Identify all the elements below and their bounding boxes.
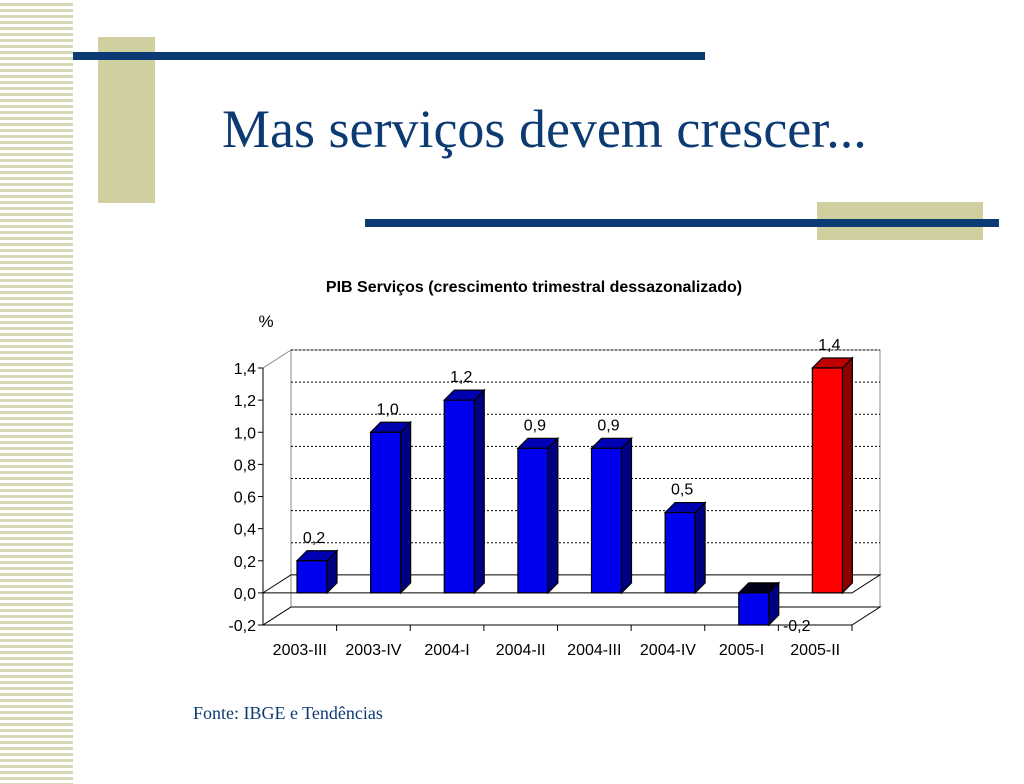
x-tick-label: 2003-IV	[345, 642, 401, 659]
zero-plane	[261, 574, 882, 594]
bar-front	[296, 560, 328, 594]
bar-2004-IV	[663, 501, 707, 595]
slide-title: Mas serviços devem crescer...	[222, 99, 867, 159]
bar-front	[370, 431, 402, 594]
x-tick-label: 2005-I	[719, 642, 764, 659]
x-tick-label: 2004-III	[567, 642, 621, 659]
y-tick-label: 0,2	[234, 554, 256, 571]
bar-front	[590, 447, 623, 594]
bar-side	[400, 420, 412, 595]
x-tick-label: 2005-II	[790, 642, 840, 659]
bar-2005-II	[810, 356, 854, 595]
bar-2003-IV	[369, 420, 413, 595]
bar-2003-III	[295, 549, 339, 595]
bar-front	[443, 399, 475, 594]
chart-title: PIB Serviços (crescimento trimestral des…	[326, 279, 742, 296]
value-label: 1,4	[818, 337, 840, 354]
bar-front	[811, 367, 843, 594]
value-label: 1,0	[377, 401, 399, 418]
bar-2004-II	[516, 436, 560, 595]
y-tick-label: 1,2	[234, 393, 256, 410]
bar-side	[620, 436, 633, 595]
y-tick-label: 0,0	[234, 586, 256, 603]
x-tick-label: 2004-II	[496, 642, 546, 659]
bar-2004-III	[590, 436, 633, 595]
x-tick-label: 2003-III	[273, 642, 327, 659]
y-tick-label: 0,4	[234, 522, 256, 539]
x-tick-label: 2004-IV	[640, 642, 696, 659]
y-tick-label: -0,2	[228, 618, 256, 635]
source-note: Fonte: IBGE e Tendências	[193, 703, 383, 723]
y-tick-label: 0,8	[234, 457, 256, 474]
striped-side-decoration	[0, 0, 73, 784]
y-axis-label: %	[258, 312, 273, 331]
value-label: 0,5	[671, 482, 693, 499]
bar-2005-I	[737, 581, 781, 627]
bar-side	[547, 436, 559, 595]
bar-front	[664, 511, 696, 594]
value-label: 1,2	[450, 369, 472, 386]
y-tick-label: 1,0	[234, 425, 256, 442]
y-tick-label: 0,6	[234, 490, 256, 507]
decorative-line-top	[73, 52, 705, 60]
value-label: 0,2	[303, 530, 325, 547]
bar-front	[517, 447, 549, 594]
bar-side	[473, 388, 485, 595]
value-label: 0,9	[524, 417, 546, 434]
bar-2004-I	[442, 388, 486, 595]
decorative-block-left	[98, 37, 155, 203]
x-tick-label: 2004-I	[424, 642, 469, 659]
value-label: -0,2	[783, 618, 811, 635]
bar-front	[738, 592, 770, 626]
y-tick-label: 1,4	[234, 361, 256, 378]
bar-side	[841, 356, 853, 595]
decorative-line-bottom	[365, 219, 999, 227]
value-label: 0,9	[597, 417, 619, 434]
bar-side	[694, 501, 706, 595]
